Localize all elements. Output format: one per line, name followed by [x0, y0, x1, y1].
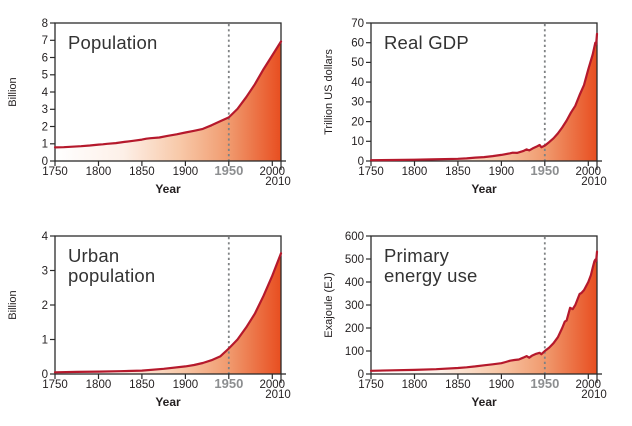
- y-tick-label: 400: [345, 277, 364, 289]
- y-tick-label: 40: [351, 77, 364, 89]
- chart-title: Real GDP: [384, 32, 469, 53]
- y-axis-label: Billion: [7, 77, 19, 106]
- y-tick-label: 70: [351, 18, 364, 30]
- primary-energy-chart-svg: 0 100 200 300 400 500 600 1750 1800 1850 1900 1950 2…: [323, 231, 607, 409]
- area-fill: [371, 251, 597, 374]
- y-tick-label: 60: [351, 38, 364, 50]
- data-curve: [53, 252, 283, 374]
- y-tick-label: 100: [345, 346, 364, 358]
- x-tick-label: 2000: [260, 166, 286, 178]
- x-axis-label: Year: [155, 395, 181, 409]
- area-fill: [55, 253, 281, 374]
- y-tick-label: 8: [42, 18, 48, 30]
- chart-population: 0 1 2 3 4 5 6 7 8 1750 1800 1850 1900 1950 2000 2010 Pop…: [0, 0, 316, 213]
- x-tick-label: 2000: [576, 166, 602, 178]
- x-tick-label: 2000: [260, 379, 286, 391]
- y-tick-label: 0: [42, 369, 48, 381]
- y-tick-label: 1: [42, 139, 48, 151]
- data-curve: [369, 32, 599, 162]
- end-year-label: 2010: [265, 389, 291, 401]
- y-tick-label: 7: [42, 35, 48, 47]
- y-tick-label: 4: [42, 87, 49, 99]
- x-tick-label: 1800: [86, 379, 112, 391]
- area-fill: [371, 33, 597, 161]
- y-tick-label: 2: [42, 300, 48, 312]
- y-tick-label: 3: [42, 265, 48, 277]
- y-tick-label: 5: [42, 70, 48, 82]
- y-tick-label: 6: [42, 52, 48, 64]
- y-tick-label: 300: [345, 300, 364, 312]
- y-tick-label: 600: [345, 231, 364, 243]
- chart-title: Urban population: [68, 245, 155, 286]
- y-tick-label: 30: [351, 97, 364, 109]
- chart-title: Population: [68, 32, 157, 53]
- x-axis-label: Year: [471, 395, 497, 409]
- x-tick-label: 1850: [129, 166, 155, 178]
- x-tick-label-1950: 1950: [530, 376, 559, 391]
- x-tick-label-1950: 1950: [530, 163, 559, 178]
- plot-border: [370, 22, 598, 162]
- x-tick-label: 1800: [86, 166, 112, 178]
- x-tick-label: 1800: [402, 166, 428, 178]
- data-curve: [53, 40, 283, 149]
- x-tick-label: 2000: [576, 379, 602, 391]
- y-axis-label: Trillion US dollars: [323, 49, 335, 135]
- area-fill: [55, 41, 281, 161]
- end-year-label: 2010: [265, 176, 291, 188]
- x-axis-label: Year: [155, 182, 181, 196]
- y-tick-label: 0: [42, 156, 48, 168]
- x-tick-label: 1800: [402, 379, 428, 391]
- end-year-label: 2010: [581, 389, 607, 401]
- x-tick-label: 1750: [42, 379, 68, 391]
- real-gdp-chart-svg: 0 10 20 30 40 50 60 70 1750 1800 1850 1900 1950 20002…: [323, 18, 607, 196]
- y-axis-label: Billion: [7, 290, 19, 319]
- x-tick-label: 1850: [445, 379, 471, 391]
- y-tick-label: 1: [42, 334, 48, 346]
- y-axis-label: Exajoule (EJ): [323, 272, 335, 337]
- chart-real-gdp: 0 10 20 30 40 50 60 70 1750 1800 1850 1900 1950 2000 2…: [316, 0, 632, 213]
- y-tick-label: 200: [345, 323, 364, 335]
- y-tick-label: 2: [42, 121, 48, 133]
- x-tick-label: 1750: [42, 166, 68, 178]
- x-tick-label: 1850: [129, 379, 155, 391]
- y-tick-label: 10: [351, 136, 364, 148]
- x-tick-label: 1900: [489, 379, 515, 391]
- x-tick-label: 1850: [445, 166, 471, 178]
- x-tick-label-1950: 1950: [214, 376, 243, 391]
- y-tick-label: 4: [42, 231, 49, 243]
- y-tick-label: 500: [345, 254, 364, 266]
- chart-title: Primary energy use: [384, 245, 478, 286]
- x-tick-label: 1750: [358, 379, 384, 391]
- x-tick-label: 1900: [173, 166, 199, 178]
- x-tick-label: 1900: [173, 379, 199, 391]
- data-curve: [369, 250, 599, 372]
- x-tick-label: 1750: [358, 166, 384, 178]
- x-axis-label: Year: [471, 182, 497, 196]
- x-tick-label-1950: 1950: [214, 163, 243, 178]
- y-tick-label: 50: [351, 57, 364, 69]
- y-tick-label: 0: [358, 156, 364, 168]
- y-tick-label: 0: [358, 369, 364, 381]
- chart-urban-population: 0 1 2 3 4 1750 1800 1850 1900 1950 2000 2010 Urban po…: [0, 213, 316, 426]
- chart-primary-energy-use: 0 100 200 300 400 500 600 1750 1800 1850 1900 1950 2…: [316, 213, 632, 426]
- x-tick-label: 1900: [489, 166, 515, 178]
- y-tick-label: 3: [42, 104, 48, 116]
- end-year-label: 2010: [581, 176, 607, 188]
- y-tick-label: 20: [351, 116, 364, 128]
